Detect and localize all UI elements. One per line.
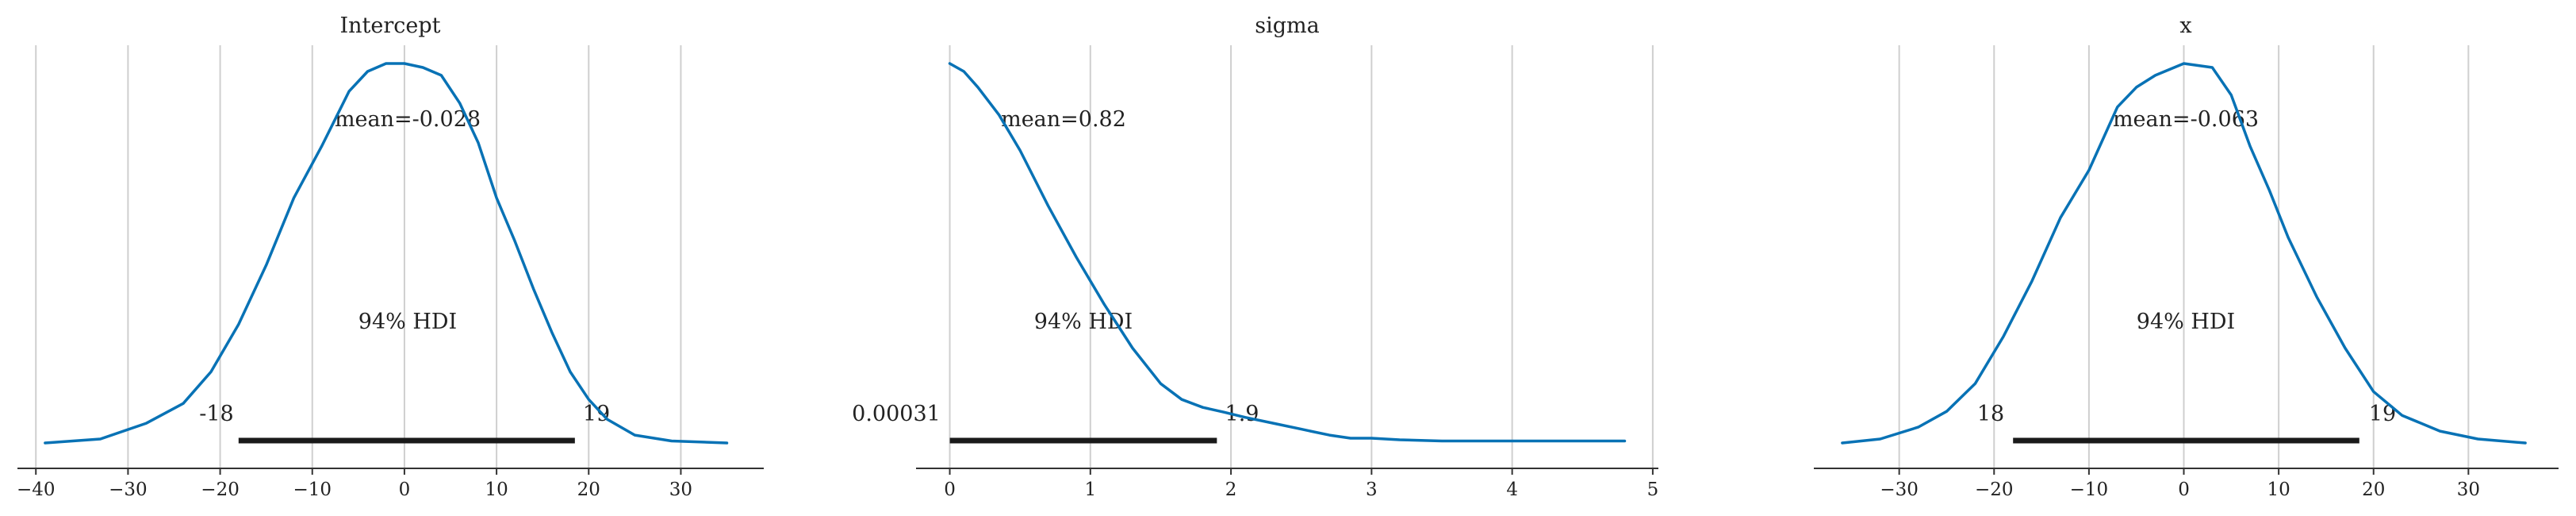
x-tick-label: 0 bbox=[2178, 479, 2190, 500]
x-tick-label: 20 bbox=[577, 479, 600, 500]
panel-title: Intercept bbox=[339, 13, 440, 38]
x-tick-label: 4 bbox=[1506, 479, 1518, 500]
density-curve bbox=[1841, 62, 2527, 445]
hdi-label: 94% HDI bbox=[2137, 310, 2235, 334]
hdi-high-label: 19 bbox=[583, 402, 610, 426]
x-tick-label: 30 bbox=[669, 479, 692, 500]
mean-label: mean=-0.028 bbox=[335, 107, 481, 132]
hdi-low-label: 0.00031 bbox=[852, 402, 941, 426]
x-tick-label: −30 bbox=[109, 479, 148, 500]
x-tick-label: 1 bbox=[1084, 479, 1096, 500]
x-tick-label: 2 bbox=[1225, 479, 1237, 500]
x-tick-label: 5 bbox=[1647, 479, 1659, 500]
x-tick-label: 30 bbox=[2457, 479, 2480, 500]
x-tick-label: 0 bbox=[399, 479, 411, 500]
density-curve bbox=[44, 62, 729, 445]
x-tick-label: 10 bbox=[2267, 479, 2290, 500]
panel-title: x bbox=[2179, 13, 2191, 38]
x-tick-label: −40 bbox=[17, 479, 56, 500]
x-tick-label: 0 bbox=[944, 479, 956, 500]
hdi-label: 94% HDI bbox=[358, 310, 457, 334]
x-tick-label: −30 bbox=[1880, 479, 1919, 500]
mean-label: mean=-0.063 bbox=[2113, 107, 2259, 132]
panel-x: x mean=-0.063 94% HDI 18 19 −30 −20 −10 0 10… bbox=[1814, 13, 2559, 500]
panel-intercept: Intercept mean=-0.028 94% HDI -18 19 −40… bbox=[17, 13, 764, 500]
hdi-low-label: 18 bbox=[1977, 402, 2004, 426]
x-tick-label: 10 bbox=[485, 479, 508, 500]
mean-label: mean=0.82 bbox=[1001, 107, 1126, 132]
panel-title: sigma bbox=[1255, 13, 1319, 38]
x-tick-label: −10 bbox=[293, 479, 332, 500]
x-tick-label: −10 bbox=[2070, 479, 2109, 500]
x-tick-label: −20 bbox=[1975, 479, 2014, 500]
density-curve bbox=[948, 62, 1627, 443]
x-tick-label: 3 bbox=[1366, 479, 1378, 500]
x-tick-label: −20 bbox=[201, 479, 240, 500]
x-tick-label: 20 bbox=[2362, 479, 2385, 500]
hdi-label: 94% HDI bbox=[1034, 310, 1133, 334]
hdi-low-label: -18 bbox=[199, 402, 233, 426]
